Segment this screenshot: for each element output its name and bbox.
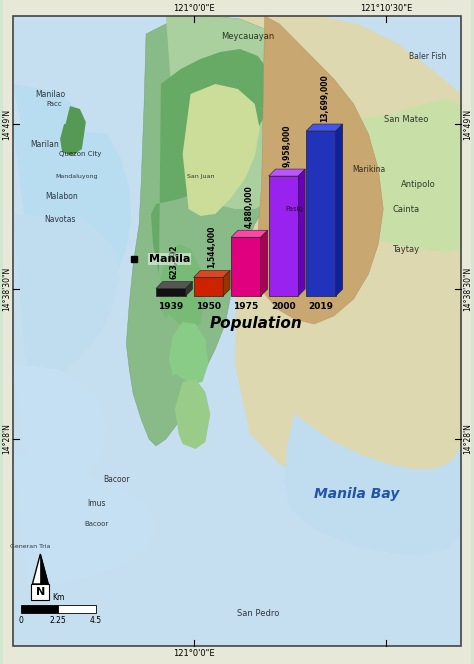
Polygon shape: [306, 124, 343, 131]
Polygon shape: [13, 364, 107, 499]
Text: 1950: 1950: [196, 302, 221, 311]
Text: Malabon: Malabon: [46, 191, 79, 201]
Polygon shape: [258, 16, 383, 324]
Text: Pasig: Pasig: [285, 206, 303, 212]
Text: 4,880,000: 4,880,000: [245, 185, 254, 228]
Text: Taytay: Taytay: [392, 244, 419, 254]
Bar: [58, 605, 96, 613]
Text: San Mateo: San Mateo: [384, 114, 428, 124]
Text: 14°28'N: 14°28'N: [463, 424, 472, 454]
Text: 1,544,000: 1,544,000: [207, 226, 216, 268]
Polygon shape: [151, 49, 270, 274]
Text: 623,492: 623,492: [170, 245, 179, 280]
Polygon shape: [156, 282, 192, 288]
Text: Manila Bay: Manila Bay: [314, 487, 399, 501]
Polygon shape: [223, 270, 230, 296]
Text: N: N: [36, 587, 45, 597]
Text: 2.25: 2.25: [50, 616, 66, 625]
Text: Population: Population: [210, 316, 302, 331]
Text: San Juan: San Juan: [187, 173, 214, 179]
Polygon shape: [294, 99, 461, 252]
Polygon shape: [166, 16, 314, 209]
Text: 14°38'30"N: 14°38'30"N: [2, 267, 11, 311]
Bar: [193, 278, 223, 296]
Polygon shape: [65, 106, 86, 142]
Polygon shape: [32, 554, 48, 584]
Polygon shape: [13, 214, 119, 384]
Text: Pacc: Pacc: [46, 101, 62, 107]
Polygon shape: [159, 244, 205, 329]
Text: 121°10'30"E: 121°10'30"E: [360, 4, 412, 13]
Polygon shape: [127, 16, 299, 446]
Polygon shape: [336, 124, 343, 296]
Text: 13,699,000: 13,699,000: [320, 74, 329, 122]
Text: 14°49'N: 14°49'N: [2, 108, 11, 139]
Polygon shape: [182, 84, 260, 216]
Text: Mandaluyong: Mandaluyong: [55, 173, 98, 179]
Text: Marilan: Marilan: [30, 139, 59, 149]
Text: Marikina: Marikina: [352, 165, 385, 173]
Text: Meycauayan: Meycauayan: [221, 31, 274, 41]
Bar: [20, 605, 58, 613]
Text: Cainta: Cainta: [392, 205, 419, 214]
Bar: [306, 131, 336, 296]
Polygon shape: [235, 16, 461, 499]
Polygon shape: [269, 169, 305, 176]
Text: Km: Km: [52, 593, 64, 602]
Text: Manilao: Manilao: [35, 90, 65, 98]
Text: 14°28'N: 14°28'N: [2, 424, 11, 454]
Text: Quezon City: Quezon City: [59, 151, 101, 157]
Polygon shape: [60, 124, 84, 156]
Polygon shape: [169, 322, 209, 384]
Text: 0: 0: [18, 616, 23, 625]
Bar: [31, 584, 49, 600]
Text: Imus: Imus: [87, 499, 106, 509]
Polygon shape: [13, 454, 156, 586]
Text: 121°0'0"E: 121°0'0"E: [173, 4, 214, 13]
Text: 14°38'30"N: 14°38'30"N: [463, 267, 472, 311]
Polygon shape: [284, 414, 461, 556]
Text: Manila: Manila: [149, 254, 191, 264]
Text: Navotas: Navotas: [45, 214, 76, 224]
Bar: [156, 288, 186, 296]
Text: Bacoor: Bacoor: [103, 475, 130, 483]
Text: 9,958,000: 9,958,000: [283, 125, 292, 167]
Polygon shape: [40, 554, 48, 584]
Text: Generan Tria: Generan Tria: [10, 544, 51, 548]
Text: Baler Fish: Baler Fish: [409, 52, 447, 60]
Text: Antipolo: Antipolo: [401, 179, 435, 189]
Polygon shape: [298, 169, 305, 296]
Text: 14°49'N: 14°49'N: [463, 108, 472, 139]
Text: 2000: 2000: [271, 302, 296, 311]
Polygon shape: [193, 270, 230, 278]
Text: San Pedro: San Pedro: [237, 610, 279, 618]
Text: 4.5: 4.5: [90, 616, 102, 625]
Bar: [269, 176, 298, 296]
Text: 121°0'0"E: 121°0'0"E: [173, 649, 214, 658]
Polygon shape: [13, 124, 131, 319]
Polygon shape: [13, 84, 82, 176]
Bar: [231, 237, 261, 296]
Polygon shape: [186, 282, 192, 296]
Text: 2019: 2019: [309, 302, 334, 311]
Polygon shape: [231, 230, 268, 237]
Text: 1975: 1975: [233, 302, 258, 311]
Text: 1939: 1939: [158, 302, 183, 311]
Polygon shape: [175, 379, 210, 449]
Text: Bacoor: Bacoor: [84, 521, 109, 527]
Polygon shape: [261, 230, 268, 296]
